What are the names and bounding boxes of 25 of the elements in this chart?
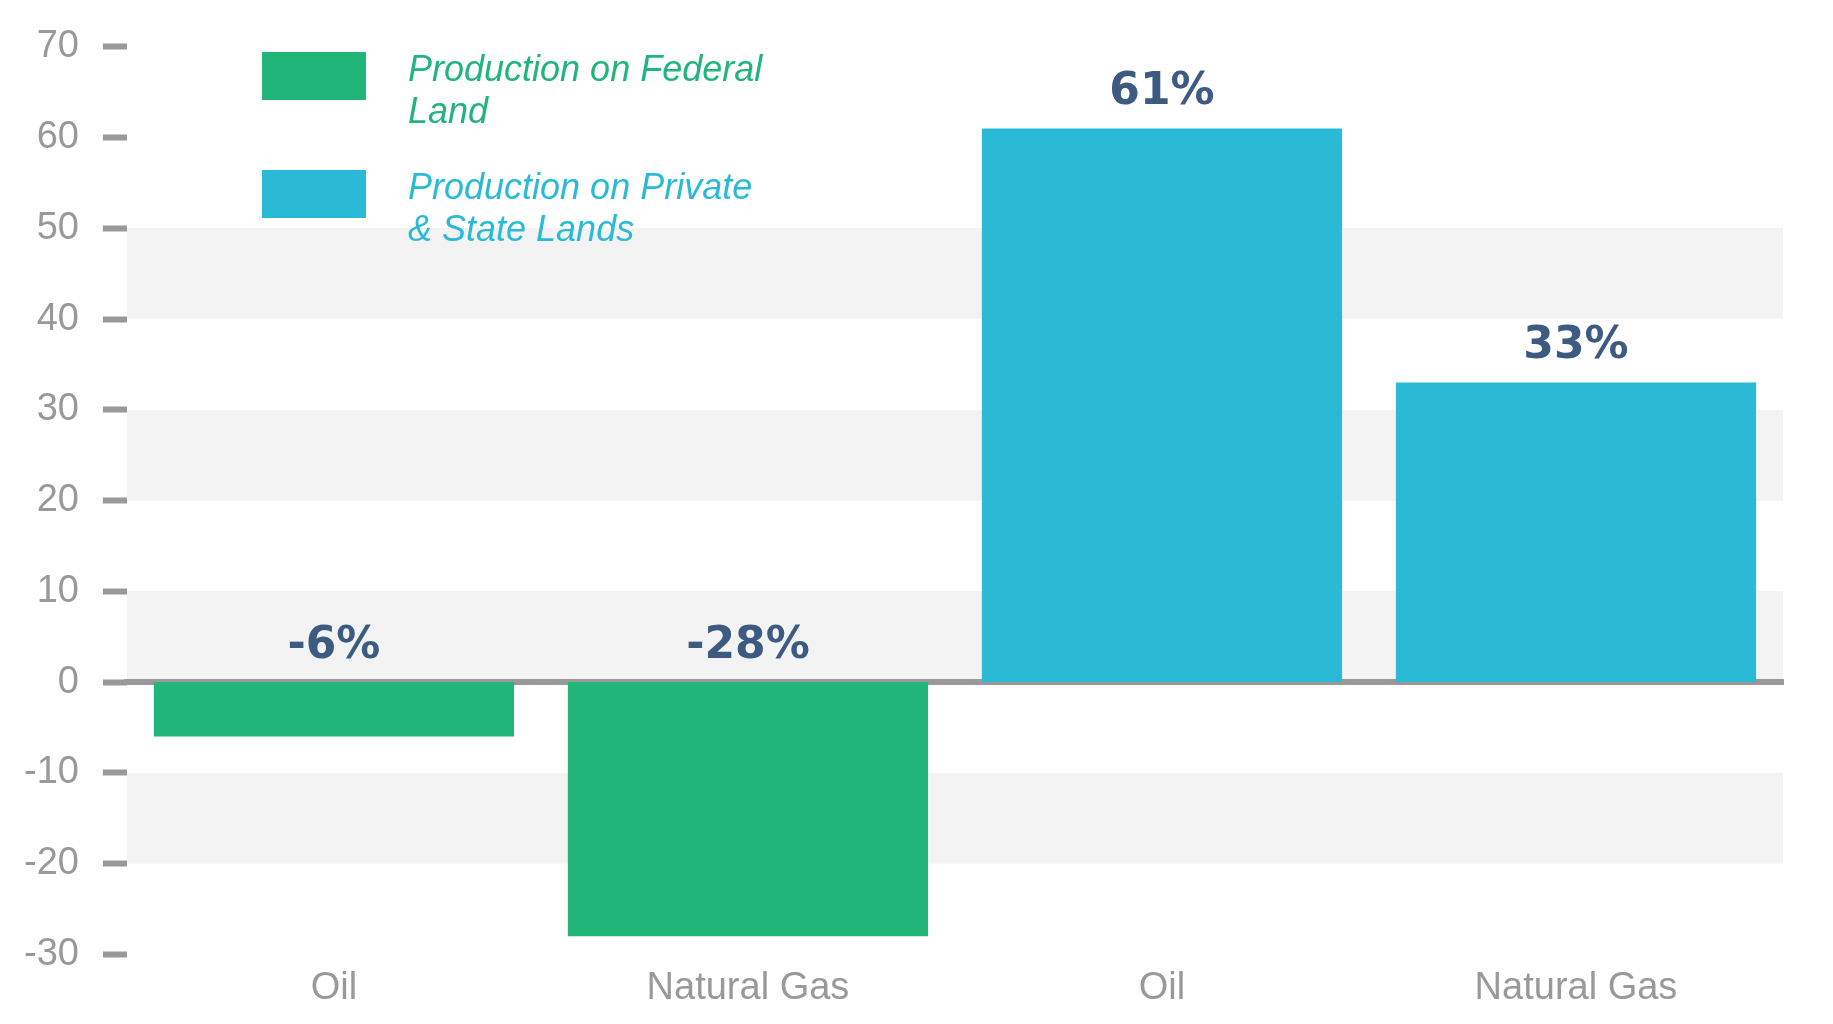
legend-label: Production on Federal Land [408, 48, 764, 132]
data-label: 33% [1523, 317, 1629, 369]
x-tick-label: Natural Gas [1474, 964, 1678, 1007]
data-label: -6% [287, 616, 381, 668]
x-tick-label: Oil [1138, 964, 1186, 1007]
y-tick-label: 30 [36, 386, 79, 429]
legend-label: Production on Private & State Lands [408, 166, 754, 250]
bar [981, 128, 1343, 683]
y-tick-label: -30 [24, 930, 79, 973]
data-label: -28% [686, 616, 810, 668]
bar [567, 682, 929, 937]
y-tick-label: -10 [24, 749, 79, 792]
y-tick-label: 60 [36, 114, 79, 157]
bar [153, 682, 515, 737]
y-tick-label: 50 [36, 204, 79, 247]
bar [1395, 382, 1757, 683]
data-label: 61% [1109, 62, 1215, 114]
y-tick-label: -20 [24, 840, 79, 883]
y-tick-label: 20 [36, 477, 79, 520]
y-tick-label: 0 [57, 658, 79, 701]
y-tick-label: 10 [36, 567, 79, 610]
x-tick-label: Oil [310, 964, 358, 1007]
y-tick-label: 70 [36, 23, 79, 66]
x-tick-label: Natural Gas [646, 964, 850, 1007]
y-tick-label: 40 [36, 295, 79, 338]
